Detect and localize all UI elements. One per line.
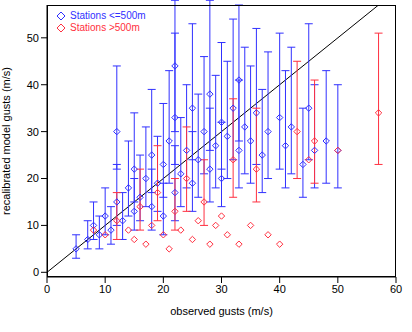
svg-text:40: 40 bbox=[27, 79, 39, 91]
svg-text:60: 60 bbox=[390, 283, 402, 295]
svg-text:50: 50 bbox=[332, 283, 344, 295]
svg-text:10: 10 bbox=[27, 219, 39, 231]
svg-text:20: 20 bbox=[27, 172, 39, 184]
svg-text:0: 0 bbox=[33, 266, 39, 278]
svg-text:recalibrated model gusts (m/s): recalibrated model gusts (m/s) bbox=[8, 67, 12, 215]
svg-text:50: 50 bbox=[27, 32, 39, 44]
svg-text:observed gusts (m/s): observed gusts (m/s) bbox=[170, 305, 273, 317]
svg-text:0: 0 bbox=[44, 283, 50, 295]
svg-text:30: 30 bbox=[27, 126, 39, 138]
svg-text:10: 10 bbox=[99, 283, 111, 295]
html-text:Stations <=500m: Stations <=500m bbox=[70, 10, 146, 21]
svg-text:40: 40 bbox=[274, 283, 286, 295]
svg-text:20: 20 bbox=[157, 283, 169, 295]
svg-text:30: 30 bbox=[215, 283, 227, 295]
html-text:Stations >500m: Stations >500m bbox=[70, 22, 140, 33]
